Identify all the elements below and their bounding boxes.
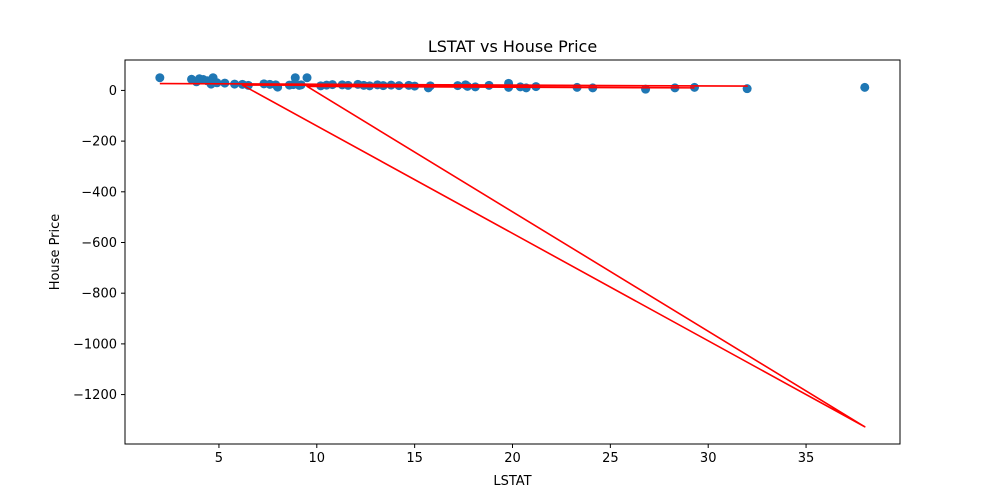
- x-tick-label: 15: [406, 451, 423, 466]
- x-tick-label: 35: [798, 451, 815, 466]
- scatter-point: [302, 73, 312, 83]
- regression-line: [159, 82, 866, 428]
- y-tick-label: −1000: [73, 337, 117, 352]
- y-axis-label: House Price: [48, 214, 63, 291]
- y-tick-label: −800: [81, 287, 117, 302]
- scatter-point: [155, 73, 165, 83]
- x-tick-label: 10: [309, 451, 326, 466]
- chart-title: LSTAT vs House Price: [428, 37, 597, 56]
- x-tick-label: 20: [504, 451, 521, 466]
- y-tick-label: −1200: [73, 388, 117, 403]
- scatter-point: [860, 82, 870, 92]
- plot-area: [155, 73, 870, 428]
- x-tick-label: 30: [700, 451, 717, 466]
- y-tick-label: 0: [109, 84, 117, 99]
- y-tick-label: −200: [81, 135, 117, 150]
- y-axis: 0 −200 −400 −600 −800 −1000 −1200: [73, 84, 125, 403]
- y-tick-label: −600: [81, 236, 117, 251]
- y-tick-label: −400: [81, 185, 117, 200]
- scatter-point: [290, 73, 300, 83]
- x-tick-label: 5: [215, 451, 223, 466]
- x-axis: 5 10 15 20 25 30 35: [215, 444, 815, 466]
- x-axis-label: LSTAT: [493, 474, 531, 489]
- scatter-point: [212, 78, 222, 88]
- x-tick-label: 25: [602, 451, 619, 466]
